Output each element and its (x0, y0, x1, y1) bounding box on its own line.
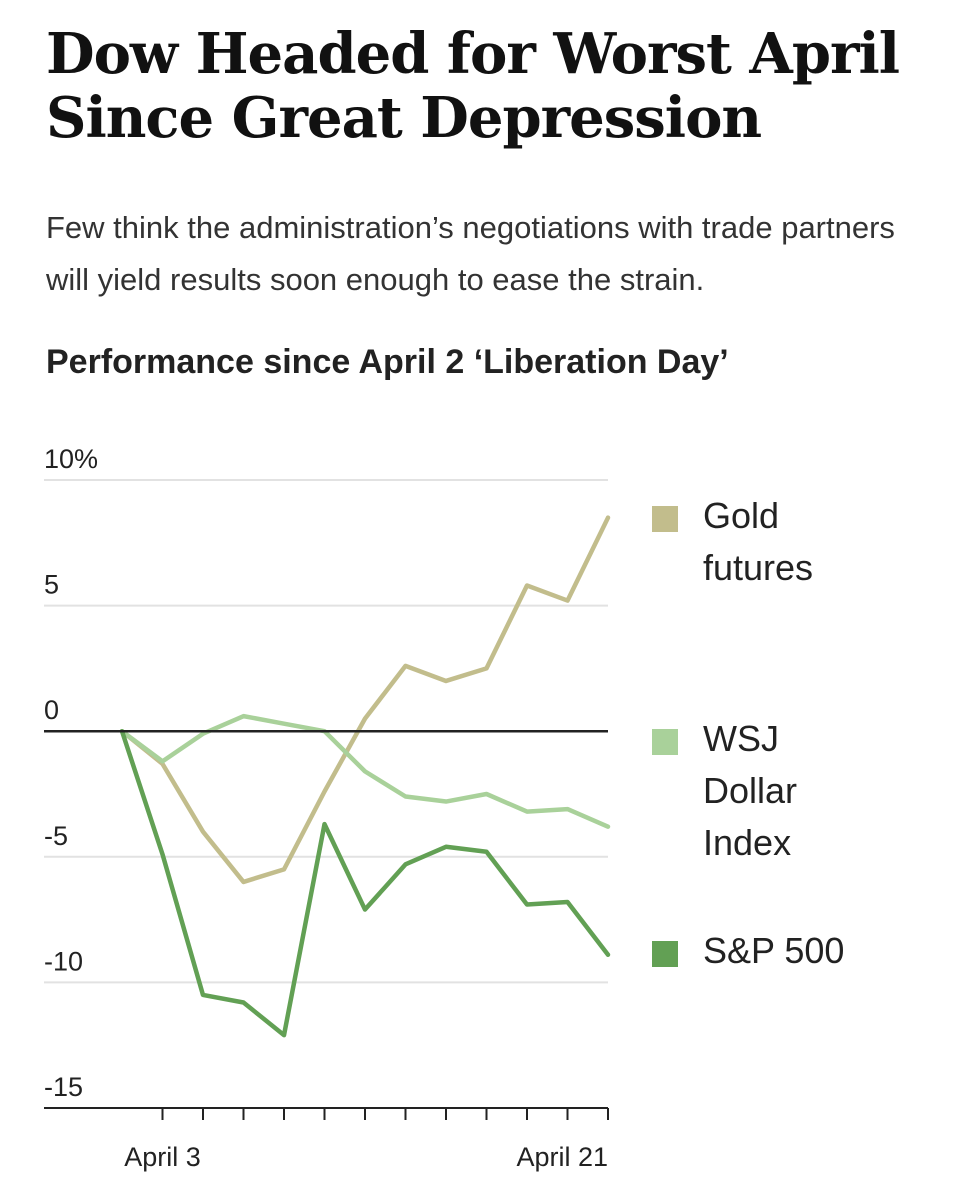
x-tick-label: April 3 (124, 1142, 201, 1172)
legend-label: S&P 500 (703, 930, 844, 971)
y-tick-label: 0 (44, 695, 59, 725)
series-line-2 (119, 713, 611, 829)
grid-lines: 10% 5 0 -5 -10 -15 (44, 444, 608, 1102)
y-tick-label: 10% (44, 444, 98, 474)
legend-label: WSJ (703, 718, 779, 759)
chart-title: Performance since April 2 ‘Liberation Da… (46, 343, 729, 381)
legend-swatch (652, 729, 678, 755)
legend-swatch (652, 941, 678, 967)
legend-label: Gold (703, 495, 779, 536)
legend-swatch (652, 506, 678, 532)
series-line-3 (119, 728, 611, 1038)
x-tick-label: April 21 (516, 1142, 608, 1172)
dek: Few think the administration’s negotiati… (46, 210, 895, 297)
legend-label: Index (703, 822, 791, 863)
series-lines (44, 515, 611, 1038)
legend-label: futures (703, 547, 813, 588)
y-tick-label: -15 (44, 1072, 83, 1102)
series-line-1 (119, 515, 611, 885)
y-tick-label: 5 (44, 570, 59, 600)
headline: Dow Headed for Worst April Since Great D… (46, 21, 900, 151)
y-tick-label: -10 (44, 946, 83, 976)
legend: Gold futures WSJ Dollar Index S&P 500 (652, 495, 844, 971)
y-tick-label: -5 (44, 821, 68, 851)
legend-label: Dollar (703, 770, 797, 811)
x-axis: April 3 April 21 (44, 1107, 609, 1172)
